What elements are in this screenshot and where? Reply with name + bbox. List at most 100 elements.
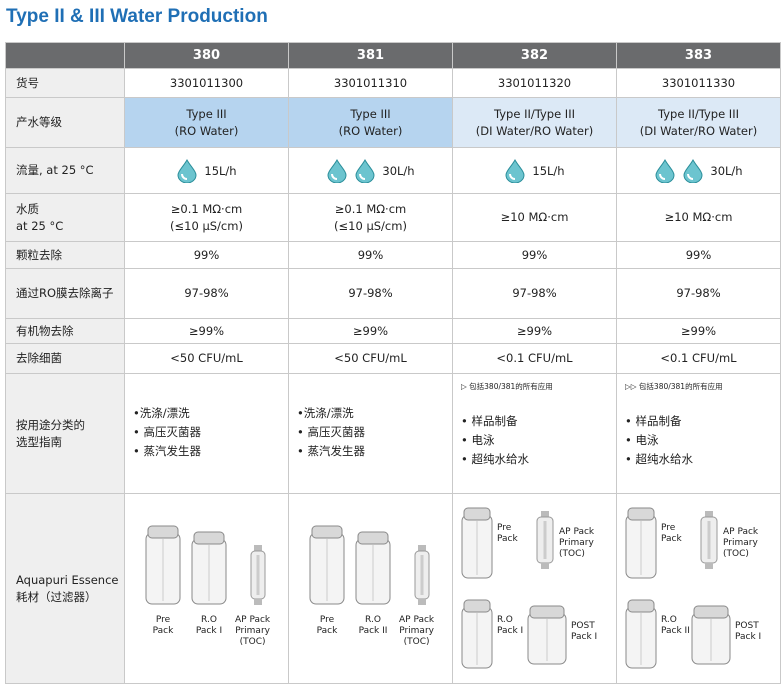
- cell-text: 3301011320: [497, 75, 572, 90]
- column-header: 383: [616, 42, 781, 69]
- row-label: 颗粒去除: [5, 241, 125, 269]
- cell-text: Type III: [186, 106, 227, 121]
- data-cell: 97-98%: [124, 268, 289, 319]
- pack-icon: [355, 531, 391, 604]
- product: AP Pack Primary (TOC): [399, 544, 434, 648]
- row-label-text: 颗粒去除: [16, 247, 62, 262]
- table-row: 按用途分类的 选型指南 •洗涤/漂洗 • 高压灭菌器 • 蒸汽发生器 •洗涤/漂洗 • 高压…: [5, 373, 781, 494]
- product-label-text: AP Pack: [235, 614, 271, 625]
- pack-icon: [625, 507, 657, 578]
- column-header: 382: [452, 42, 617, 69]
- row-label-text: 水质: [16, 201, 39, 216]
- product-label-text: Primary: [399, 625, 434, 636]
- column-header: 380: [124, 42, 289, 69]
- table-row: 去除细菌 <50 CFU/mL <50 CFU/mL <0.1 CFU/mL <0.1 …: [5, 343, 781, 374]
- row-label: 流量, at 25 °C: [5, 147, 125, 194]
- cartridge-icon: [700, 510, 718, 569]
- row-label-text: 有机物去除: [16, 323, 74, 338]
- cell-text: 97-98%: [512, 286, 557, 300]
- data-cell: <50 CFU/mL: [124, 343, 289, 374]
- product-label-text: R.O: [201, 614, 217, 625]
- cell-text: ≥99%: [352, 323, 389, 338]
- usage-item: • 蒸汽发生器: [133, 444, 201, 458]
- header-cell: [5, 42, 125, 69]
- table-row: 有机物去除 ≥99% ≥99% ≥99% ≥99%: [5, 318, 781, 344]
- product-label-text: (TOC): [559, 548, 585, 559]
- cell-text: <50 CFU/mL: [170, 351, 243, 365]
- table-row: 颗粒去除 99% 99% 99% 99%: [5, 241, 781, 269]
- data-cell: 15L/h: [124, 147, 289, 194]
- cell-text: 15L/h: [204, 163, 237, 178]
- product-label-text: Primary: [235, 625, 270, 636]
- pack-icon: [145, 525, 181, 604]
- data-cell: 30L/h: [616, 147, 781, 194]
- usage-item: •洗涤/漂洗: [133, 406, 190, 420]
- cell-text: 3301011300: [169, 75, 244, 90]
- cell-text: (RO Water): [174, 123, 239, 138]
- pack-icon: [625, 599, 657, 668]
- cell-text: 97-98%: [184, 286, 229, 300]
- product-label: AP Pack Primary (TOC): [723, 527, 758, 560]
- product-label-text: Pre: [155, 614, 171, 625]
- product-label: R.O Pack II: [661, 615, 690, 637]
- product-label-text: Primary: [559, 537, 594, 548]
- product-label: AP Pack Primary (TOC): [559, 527, 594, 560]
- product-label: Pre Pack: [661, 523, 682, 545]
- product: AP Pack Primary (TOC): [235, 544, 270, 648]
- cell-text: (RO Water): [338, 123, 403, 138]
- table-row: 水质 at 25 °C ≥0.1 MΩ·cm (≤10 µS/cm) ≥0.1 MΩ·c…: [5, 193, 781, 242]
- row-label-text: 货号: [16, 75, 39, 90]
- cell-text: <50 CFU/mL: [334, 351, 407, 365]
- product-area: Pre Pack AP Pack Primary (TOC) R.O Pack I POST P…: [454, 495, 616, 683]
- flow-wrap: 15L/h: [126, 158, 288, 183]
- drop-icon: [683, 158, 703, 183]
- product-label-text: Pack: [497, 533, 518, 544]
- product: POST Pack I: [691, 605, 761, 665]
- product: R.O Pack II: [355, 531, 391, 637]
- usage-item: • 电泳: [461, 433, 495, 447]
- product-label: Pre Pack: [145, 615, 181, 637]
- product-label: AP Pack Primary (TOC): [399, 615, 434, 648]
- product-label: Pre Pack: [309, 615, 345, 637]
- usage-item: •洗涤/漂洗: [297, 406, 354, 420]
- header-row: 380 381 382 383: [5, 42, 781, 69]
- data-cell: •洗涤/漂洗 • 高压灭菌器 • 蒸汽发生器: [124, 373, 289, 494]
- usage-item: • 样品制备: [625, 414, 682, 428]
- spacer: [133, 382, 288, 404]
- cell-text: Type II/Type III: [494, 106, 575, 121]
- spacer: [297, 382, 452, 404]
- row-label-text: 去除细菌: [16, 351, 62, 365]
- data-cell: ≥0.1 MΩ·cm (≤10 µS/cm): [288, 193, 453, 242]
- row-label: 水质 at 25 °C: [5, 193, 125, 242]
- product-label: R.O Pack I: [191, 615, 227, 637]
- row-label-text: 流量, at 25 °C: [16, 163, 94, 177]
- product-label-text: R.O: [365, 614, 381, 625]
- product: Pre Pack: [461, 507, 518, 579]
- product-label: POST Pack I: [735, 621, 761, 643]
- data-cell: 99%: [288, 241, 453, 269]
- flow-wrap: 30L/h: [290, 158, 452, 183]
- cell-text: Type III: [350, 106, 391, 121]
- column-header: 381: [288, 42, 453, 69]
- data-cell: 97-98%: [288, 268, 453, 319]
- cell-text: ≥0.1 MΩ·cm: [334, 201, 407, 216]
- product-label: R.O Pack I: [497, 615, 523, 637]
- cell-text: 30L/h: [710, 163, 743, 178]
- product-area: Pre Pack AP Pack Primary (TOC) R.O Pack II POST…: [618, 495, 780, 683]
- product-label-text: Pack II: [661, 625, 690, 636]
- cell-text: ≥99%: [516, 323, 553, 338]
- flow-wrap: 30L/h: [618, 158, 780, 183]
- row-label: 通过RO膜去除离子: [5, 268, 125, 319]
- product-label-text: POST: [571, 620, 595, 631]
- table-row: 通过RO膜去除离子 97-98% 97-98% 97-98% 97-98%: [5, 268, 781, 319]
- data-cell: 3301011330: [616, 68, 781, 98]
- data-cell: 99%: [452, 241, 617, 269]
- cell-text: Type II/Type III: [658, 106, 739, 121]
- product-label-text: R.O: [661, 614, 677, 625]
- cell-text: ≥99%: [680, 323, 717, 338]
- cartridge-icon: [250, 544, 266, 605]
- data-cell: ≥10 MΩ·cm: [452, 193, 617, 242]
- cell-text: 15L/h: [532, 163, 565, 178]
- data-cell: ▷ 包括380/381的所有应用 • 样品制备 • 电泳 • 超纯水给水: [452, 373, 617, 494]
